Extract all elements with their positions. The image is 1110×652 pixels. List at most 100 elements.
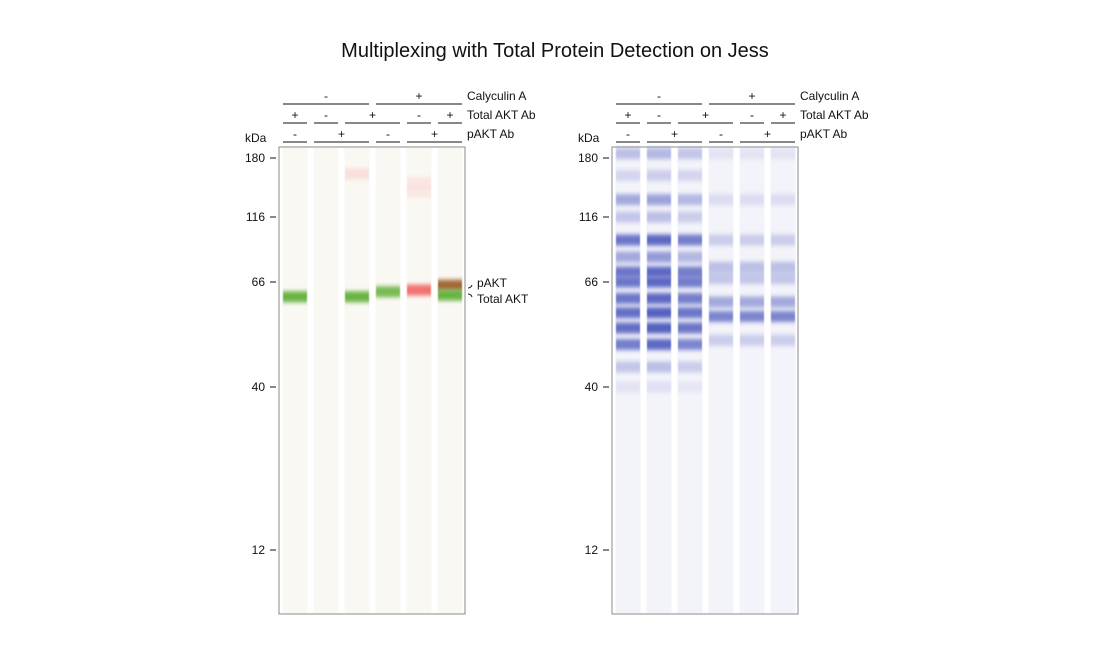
- band: [740, 234, 764, 246]
- condition-sign: +: [671, 127, 678, 141]
- band: [376, 286, 400, 298]
- band: [678, 293, 702, 305]
- band: [678, 307, 702, 319]
- band: [740, 194, 764, 206]
- band: [740, 310, 764, 322]
- band: [771, 273, 795, 285]
- condition-sign: -: [293, 127, 297, 141]
- band: [740, 261, 764, 273]
- band: [647, 194, 671, 206]
- band: [647, 293, 671, 305]
- tick-label-180: 180: [245, 151, 265, 165]
- lane-5: [739, 148, 765, 613]
- condition-sign: +: [431, 127, 438, 141]
- lane-1: [615, 148, 641, 613]
- tick-label-40: 40: [585, 380, 599, 394]
- band: [709, 273, 733, 285]
- lane-5: [406, 148, 432, 613]
- band: [647, 338, 671, 350]
- lane-4: [375, 148, 401, 613]
- band: [771, 194, 795, 206]
- band: [616, 148, 640, 160]
- band: [678, 234, 702, 246]
- band: [616, 211, 640, 223]
- row-label-0: Calyculin A: [467, 89, 526, 103]
- band: [345, 168, 369, 180]
- band: [709, 296, 733, 308]
- band: [771, 148, 795, 160]
- condition-sign: +: [702, 108, 709, 122]
- figure-title: Multiplexing with Total Protein Detectio…: [341, 40, 769, 62]
- band: [678, 361, 702, 373]
- band: [616, 170, 640, 182]
- condition-sign: +: [415, 89, 422, 103]
- row-label-1: Total AKT Ab: [467, 108, 536, 122]
- band: [709, 334, 733, 346]
- tick-label-40: 40: [252, 380, 266, 394]
- band: [678, 148, 702, 160]
- axis-unit-label: kDa: [578, 131, 600, 145]
- band: [740, 334, 764, 346]
- band: [345, 291, 369, 303]
- row-label-1: Total AKT Ab: [800, 108, 869, 122]
- row-label-2: pAKT Ab: [800, 127, 847, 141]
- tick-label-116: 116: [579, 210, 598, 224]
- band: [616, 293, 640, 305]
- condition-sign: -: [386, 127, 390, 141]
- band: [709, 310, 733, 322]
- band: [616, 322, 640, 334]
- band: [616, 194, 640, 206]
- band: [678, 211, 702, 223]
- lane-3: [677, 148, 703, 613]
- band: [678, 266, 702, 278]
- band: [678, 322, 702, 334]
- band: [616, 251, 640, 263]
- row-label-0: Calyculin A: [800, 89, 859, 103]
- band: [678, 251, 702, 263]
- lane-6: [437, 148, 463, 613]
- band: [647, 170, 671, 182]
- band: [647, 307, 671, 319]
- band: [647, 361, 671, 373]
- lane-6: [770, 148, 796, 613]
- condition-sign: +: [369, 108, 376, 122]
- band: [709, 261, 733, 273]
- band: [407, 186, 431, 198]
- band: [647, 322, 671, 334]
- band: [438, 279, 462, 291]
- band: [709, 194, 733, 206]
- row-label-2: pAKT Ab: [467, 127, 514, 141]
- band: [678, 194, 702, 206]
- condition-sign: +: [764, 127, 771, 141]
- band: [771, 334, 795, 346]
- tick-label-12: 12: [585, 543, 599, 557]
- band: [647, 381, 671, 393]
- band: [407, 284, 431, 296]
- band: [709, 234, 733, 246]
- lane-1: [282, 148, 308, 613]
- band: [740, 148, 764, 160]
- tick-label-116: 116: [246, 210, 265, 224]
- band: [647, 148, 671, 160]
- immunoassay-panel: - + Calyculin A+ - + - + Total AKT Ab- + - + pAKT A…: [245, 89, 536, 615]
- band-label-pakt: pAKT: [477, 276, 508, 290]
- band: [616, 307, 640, 319]
- band: [647, 234, 671, 246]
- tick-label-12: 12: [252, 543, 266, 557]
- condition-sign: -: [719, 127, 723, 141]
- band: [771, 261, 795, 273]
- band: [647, 266, 671, 278]
- band: [771, 296, 795, 308]
- band: [407, 176, 431, 188]
- band: [283, 291, 307, 303]
- lane-2: [313, 148, 339, 613]
- band: [740, 273, 764, 285]
- lane-3: [344, 148, 370, 613]
- lane-2: [646, 148, 672, 613]
- tick-label-180: 180: [578, 151, 598, 165]
- blot-frame: [611, 146, 799, 615]
- band: [678, 381, 702, 393]
- band: [616, 234, 640, 246]
- band: [616, 381, 640, 393]
- condition-sign: -: [657, 108, 661, 122]
